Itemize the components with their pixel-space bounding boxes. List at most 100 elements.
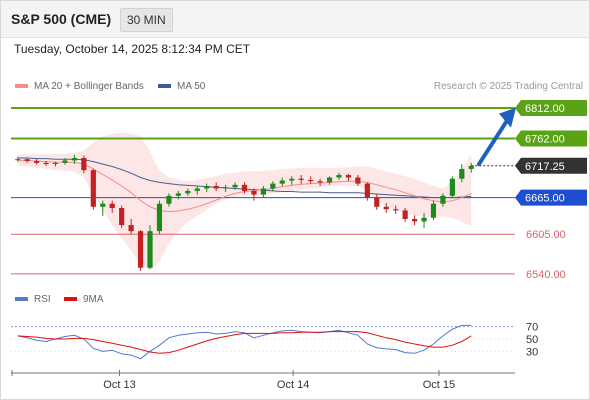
candle <box>440 193 446 207</box>
candle <box>147 225 153 269</box>
level-label-6605.00: 6605.00 <box>526 229 566 241</box>
legend-9ma-label: 9MA <box>83 294 104 305</box>
candle <box>109 200 115 213</box>
candle <box>393 205 399 215</box>
candle <box>270 181 276 192</box>
candle-body <box>232 184 238 188</box>
rsi-ma-line <box>17 331 472 354</box>
candle-body <box>374 197 380 207</box>
candle <box>175 190 181 200</box>
candle-body <box>166 195 172 204</box>
candle <box>15 156 21 162</box>
candle-body <box>326 177 333 183</box>
candle <box>156 200 163 235</box>
candle-body <box>24 159 30 162</box>
candle <box>232 182 238 190</box>
candle-body <box>119 207 125 226</box>
candle-body <box>364 183 370 198</box>
candle <box>468 162 474 173</box>
legend-rsi: RSI <box>15 294 51 305</box>
candle-body <box>128 225 134 232</box>
candle-body <box>383 206 389 210</box>
candle-body <box>204 186 210 189</box>
candle-body <box>459 168 465 179</box>
candle <box>52 161 59 167</box>
last-price-tag <box>515 157 587 174</box>
candle-body <box>15 159 21 161</box>
candle <box>24 158 30 163</box>
candle <box>71 154 78 165</box>
candle <box>100 200 106 216</box>
candle <box>34 159 40 165</box>
candle <box>260 186 266 198</box>
candle-body <box>345 175 352 178</box>
candle <box>119 205 125 229</box>
legend-9ma-swatch <box>64 297 77 302</box>
timeframe-button[interactable]: 30 MIN <box>120 8 173 32</box>
legend-ma50-swatch <box>158 84 171 89</box>
level-label-6812.00: 6812.00 <box>525 103 565 115</box>
candle <box>137 229 144 271</box>
candle <box>166 193 172 207</box>
projection-arrow-shaft <box>477 118 509 167</box>
candle-body <box>71 157 78 161</box>
candle-body <box>175 193 181 196</box>
level-label-6665.00: 6665.00 <box>525 193 565 205</box>
candle-body <box>279 180 285 184</box>
candle-body <box>109 203 115 208</box>
candle-body <box>308 179 314 182</box>
legend-ma20-bollinger: MA 20 + Bollinger Bands <box>15 81 144 92</box>
candle-body <box>355 177 361 184</box>
x-tick-label-Oct 14: Oct 14 <box>277 379 309 391</box>
legend-rsi-swatch <box>15 297 28 302</box>
legend-ma20-swatch <box>15 84 28 89</box>
x-tick-label-Oct 13: Oct 13 <box>103 379 135 391</box>
candle-body <box>52 162 59 165</box>
candle <box>213 182 219 191</box>
candle-body <box>185 190 191 194</box>
candle-body <box>298 178 304 180</box>
candle <box>345 173 352 182</box>
candle-body <box>411 218 418 222</box>
x-tick-label-Oct 15: Oct 15 <box>423 379 455 391</box>
level-tag-6812.00 <box>515 99 587 116</box>
rsi-tick-30: 30 <box>526 346 538 358</box>
candle <box>355 175 361 187</box>
candle-body <box>468 165 474 169</box>
candle <box>289 176 295 185</box>
candle-body <box>317 181 323 183</box>
candle <box>421 212 427 229</box>
candle-body <box>449 178 455 196</box>
chart-header: S&P 500 (CME) 30 MIN <box>1 1 589 38</box>
candle-body <box>260 188 266 195</box>
level-label-6762.00: 6762.00 <box>525 133 565 145</box>
legend-rsi-label: RSI <box>34 294 51 305</box>
candle <box>326 176 333 185</box>
candle <box>317 178 323 187</box>
candle-body <box>100 203 106 207</box>
candle <box>374 194 380 210</box>
candle-body <box>430 203 437 218</box>
candle <box>459 164 465 183</box>
legend-ma50: MA 50 <box>158 81 205 92</box>
projection-arrow-head <box>499 107 516 128</box>
candle-body <box>289 178 295 181</box>
candle <box>90 168 96 210</box>
candle <box>298 175 304 184</box>
research-credit: Research © 2025 Trading Central <box>433 81 583 92</box>
candle <box>279 177 285 187</box>
legend-9ma: 9MA <box>64 294 104 305</box>
rsi-line <box>17 324 472 360</box>
candle-body <box>147 231 153 268</box>
candle-body <box>336 175 342 178</box>
candle <box>81 155 87 174</box>
candle-body <box>393 209 399 211</box>
candle-body <box>213 186 219 189</box>
candle <box>449 176 455 199</box>
candle-body <box>241 184 248 191</box>
candle-body <box>34 161 40 163</box>
candle-body <box>421 217 427 222</box>
candle <box>62 157 68 165</box>
